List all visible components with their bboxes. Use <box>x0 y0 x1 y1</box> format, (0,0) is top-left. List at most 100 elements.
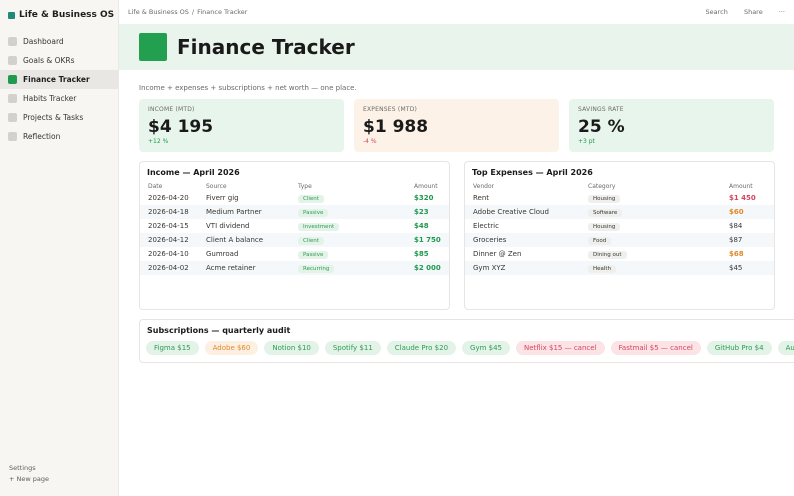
sidebar-item-label: Dashboard <box>23 37 64 46</box>
page-icon <box>8 56 17 65</box>
table-row[interactable]: Rent Housing $1 450 <box>465 191 774 205</box>
expense-amount-cell: $45 <box>721 261 774 275</box>
kpi-expenses: EXPENSES (MTD) $1 988 -4 % <box>354 99 559 152</box>
type-tag: Passive <box>298 208 329 217</box>
income-amount-cell: $1 750 <box>406 233 449 247</box>
table-row[interactable]: 2026-04-12 Client A balance Client $1 750 <box>140 233 449 247</box>
kpi-label: INCOME (MTD) <box>148 106 195 113</box>
category-tag: Food <box>588 236 612 245</box>
expense-category-cell: Housing <box>580 191 721 205</box>
category-tag: Dining out <box>588 250 627 259</box>
income-amount-cell: $2 000 <box>406 261 449 275</box>
income-source-cell: Fiverr gig <box>206 194 239 202</box>
table-row[interactable]: Dinner @ Zen Dining out $68 <box>465 247 774 261</box>
category-tag: Housing <box>588 194 621 203</box>
expense-vendor-cell: Dinner @ Zen <box>473 250 522 258</box>
search-button[interactable]: Search <box>705 8 728 16</box>
new-page-button[interactable]: + New page <box>9 475 49 483</box>
kpi-savings-rate: SAVINGS RATE 25 % +3 pt <box>569 99 774 152</box>
expense-category-cell: Dining out <box>580 247 721 261</box>
sidebar-item-reflection[interactable]: Reflection <box>0 127 118 146</box>
income-source-cell: Medium Partner <box>198 205 290 219</box>
more-options-icon[interactable]: ··· <box>778 8 785 16</box>
table-row[interactable]: Adobe Creative Cloud Software $60 <box>465 205 774 219</box>
column-header[interactable]: Amount <box>414 182 438 190</box>
sidebar-item-goals[interactable]: Goals & OKRs <box>0 51 118 70</box>
table-row[interactable]: 2026-04-20 Fiverr gig Client $320 <box>140 191 449 205</box>
breadcrumb: Life & Business OS / Finance Tracker <box>128 8 692 16</box>
expenses-table: Vendor Category Amount Rent Housing $1 450… <box>465 181 774 275</box>
sidebar-item-label: Habits Tracker <box>23 94 77 103</box>
page-icon <box>8 113 17 122</box>
expenses-table-title: Top Expenses — April 2026 <box>472 168 593 177</box>
expense-category-cell: Software <box>580 205 721 219</box>
table-row[interactable]: 2026-04-10 Gumroad Passive $85 <box>140 247 449 261</box>
income-table-card: Income — April 2026 Date Source Type Amo… <box>139 161 450 310</box>
category-tag: Software <box>588 208 623 217</box>
table-row[interactable]: Electric Housing $84 <box>465 219 774 233</box>
breadcrumb-root[interactable]: Life & Business OS <box>128 8 189 16</box>
type-tag: Investment <box>298 222 340 231</box>
sidebar-item-label: Projects & Tasks <box>23 113 84 122</box>
subscription-chip[interactable]: Figma $15 <box>146 341 199 355</box>
subscription-chip[interactable]: Spotify $11 <box>324 341 381 355</box>
expense-amount-cell: $68 <box>729 250 744 258</box>
income-table-title: Income — April 2026 <box>147 168 240 177</box>
subscription-chip[interactable]: Fastmail $5 — cancel <box>610 341 701 355</box>
kpi-delta: -4 % <box>363 138 377 145</box>
income-date-cell: 2026-04-15 <box>148 222 189 230</box>
subscription-chip[interactable]: Gym $45 <box>462 341 511 355</box>
table-row[interactable]: 2026-04-02 Acme retainer Recurring $2 000 <box>140 261 449 275</box>
table-row[interactable]: 2026-04-18 Medium Partner Passive $23 <box>140 205 449 219</box>
column-header[interactable]: Type <box>298 182 312 190</box>
page-icon <box>8 75 17 84</box>
income-amount-cell: $320 <box>414 194 434 202</box>
income-date-cell: 2026-04-18 <box>140 205 198 219</box>
table-row[interactable]: 2026-04-15 VTI dividend Investment $48 <box>140 219 449 233</box>
category-tag: Housing <box>588 222 621 231</box>
kpi-row: INCOME (MTD) $4 195 +12 % EXPENSES (MTD)… <box>139 99 774 152</box>
sidebar-item-habits[interactable]: Habits Tracker <box>0 89 118 108</box>
column-header[interactable]: Amount <box>729 182 753 190</box>
subscription-chip[interactable]: Notion $10 <box>264 341 319 355</box>
sidebar-item-label: Reflection <box>23 132 61 141</box>
kpi-value: 25 % <box>578 117 625 137</box>
kpi-label: EXPENSES (MTD) <box>363 106 418 113</box>
income-source-cell: VTI dividend <box>206 222 250 230</box>
expense-vendor-cell: Adobe Creative Cloud <box>465 205 580 219</box>
column-header[interactable]: Date <box>148 182 163 190</box>
column-header[interactable]: Category <box>588 182 616 190</box>
settings-link[interactable]: Settings <box>9 464 36 472</box>
table-row[interactable]: Groceries Food $87 <box>465 233 774 247</box>
income-type-cell: Passive <box>290 205 406 219</box>
subscription-chip[interactable]: Adobe $60 <box>204 341 259 355</box>
share-button[interactable]: Share <box>743 8 763 16</box>
sidebar-nav: Dashboard Goals & OKRs Finance Tracker H… <box>0 32 118 146</box>
sidebar: Life & Business OS Dashboard Goals & OKR… <box>0 0 119 496</box>
sidebar-item-label: Goals & OKRs <box>23 56 75 65</box>
column-header[interactable]: Vendor <box>473 182 495 190</box>
type-tag: Passive <box>298 250 329 259</box>
income-table: Date Source Type Amount 2026-04-20 Fiverr… <box>140 181 449 275</box>
income-source-cell: Client A balance <box>198 233 290 247</box>
income-source-cell: Acme retainer <box>198 261 290 275</box>
column-header[interactable]: Source <box>206 182 227 190</box>
income-type-cell: Investment <box>290 219 406 233</box>
sidebar-item-finance[interactable]: Finance Tracker <box>0 70 118 89</box>
expense-amount-cell: $1 450 <box>729 194 756 202</box>
subscriptions-title: Subscriptions — quarterly audit <box>147 326 291 335</box>
type-tag: Client <box>298 194 324 203</box>
sidebar-item-projects[interactable]: Projects & Tasks <box>0 108 118 127</box>
page-icon[interactable] <box>139 33 167 61</box>
subscription-chip[interactable]: Netflix $15 — cancel <box>516 341 605 355</box>
subscription-chip[interactable]: Audible $15 <box>777 341 794 355</box>
workspace-switcher[interactable]: Life & Business OS <box>0 0 118 30</box>
sidebar-item-dashboard[interactable]: Dashboard <box>0 32 118 51</box>
expense-category-cell: Food <box>580 233 721 247</box>
table-row[interactable]: Gym XYZ Health $45 <box>465 261 774 275</box>
income-date-cell: 2026-04-20 <box>148 194 189 202</box>
subscription-chip[interactable]: GitHub Pro $4 <box>706 341 772 355</box>
subscription-chip[interactable]: Claude Pro $20 <box>386 341 457 355</box>
breadcrumb-current[interactable]: Finance Tracker <box>197 8 248 16</box>
income-type-cell: Recurring <box>290 261 406 275</box>
